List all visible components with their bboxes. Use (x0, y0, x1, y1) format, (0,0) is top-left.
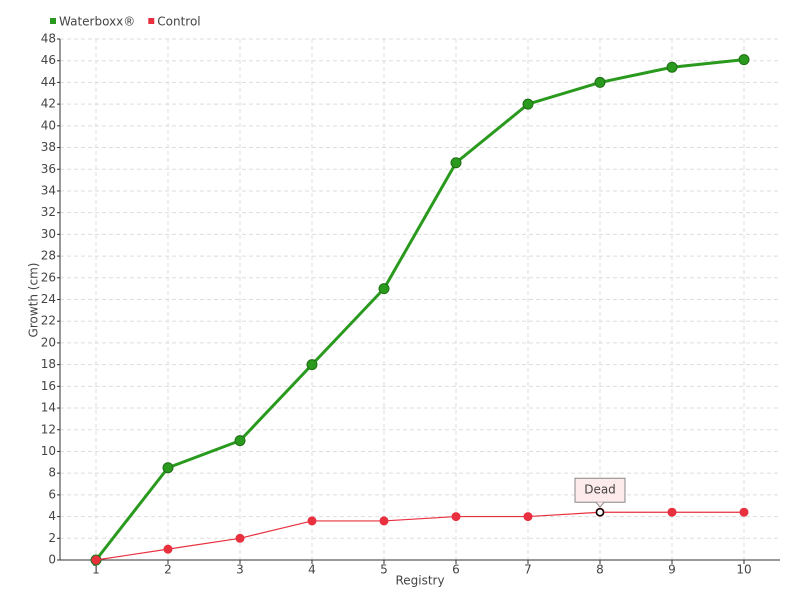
y-tick-label: 46 (41, 53, 56, 67)
data-point (594, 76, 606, 88)
series-line (94, 58, 745, 561)
x-axis-title: Registry (395, 574, 444, 588)
y-tick-label: 32 (41, 205, 56, 219)
legend-label: Waterboxx® (59, 15, 135, 29)
y-tick-label: 14 (41, 401, 56, 415)
data-point (738, 54, 750, 66)
data-point (666, 61, 678, 73)
y-tick-label: 42 (41, 97, 56, 111)
annotation-box (574, 477, 626, 503)
y-tick-label: 6 (48, 487, 56, 501)
series-line (95, 511, 744, 561)
y-tick-label: 10 (41, 444, 56, 458)
x-tick-label: 2 (164, 563, 172, 577)
data-point (91, 555, 101, 565)
legend-swatch (148, 18, 155, 24)
data-point (307, 516, 317, 526)
annotation-point (595, 507, 605, 517)
legend-label: Control (157, 15, 200, 29)
data-point (523, 512, 533, 522)
x-tick-label: 8 (596, 563, 604, 577)
x-tick-label: 1 (92, 563, 100, 577)
data-point (235, 533, 245, 543)
legend-swatch (50, 18, 56, 24)
data-point (451, 512, 461, 522)
y-tick-label: 2 (48, 531, 56, 545)
y-tick-label: 4 (48, 509, 56, 523)
y-tick-label: 30 (41, 227, 56, 241)
x-tick-label: 9 (668, 563, 676, 577)
y-tick-label: 44 (41, 75, 56, 89)
y-tick-label: 12 (41, 422, 56, 436)
legend: Waterboxx® Control (50, 15, 201, 29)
y-tick-label: 18 (41, 357, 56, 371)
annotation-text: Dead (584, 483, 616, 497)
y-axis-title: Growth (cm) (27, 263, 41, 338)
y-tick-label: 8 (48, 466, 56, 480)
y-tick-label: 36 (41, 162, 56, 176)
y-tick-label: 16 (41, 379, 56, 393)
data-point (379, 516, 389, 526)
y-tick-label: 38 (41, 140, 56, 154)
x-tick-label: 4 (308, 563, 316, 577)
data-point (378, 283, 390, 295)
x-tick-label: 6 (452, 563, 460, 577)
data-point (450, 157, 462, 169)
data-point (163, 544, 173, 554)
y-tick-label: 0 (48, 553, 56, 567)
y-tick-label: 20 (41, 335, 56, 349)
x-tick-label: 3 (236, 563, 244, 577)
y-tick-label: 26 (41, 270, 56, 284)
y-tick-label: 24 (41, 292, 56, 306)
data-point (522, 98, 534, 110)
data-point (234, 435, 246, 447)
y-tick-label: 34 (41, 183, 56, 197)
y-tick-label: 28 (41, 249, 56, 263)
x-tick-label: 5 (380, 563, 388, 577)
data-point (739, 507, 749, 517)
data-point (162, 462, 174, 474)
y-tick-label: 48 (41, 32, 56, 46)
x-tick-label: 7 (524, 563, 532, 577)
y-tick-label: 40 (41, 118, 56, 132)
y-tick-label: 22 (41, 314, 56, 328)
x-tick-label: 10 (736, 563, 751, 577)
annotation-pointer (595, 501, 605, 509)
data-point (667, 507, 677, 517)
data-point (306, 359, 318, 371)
